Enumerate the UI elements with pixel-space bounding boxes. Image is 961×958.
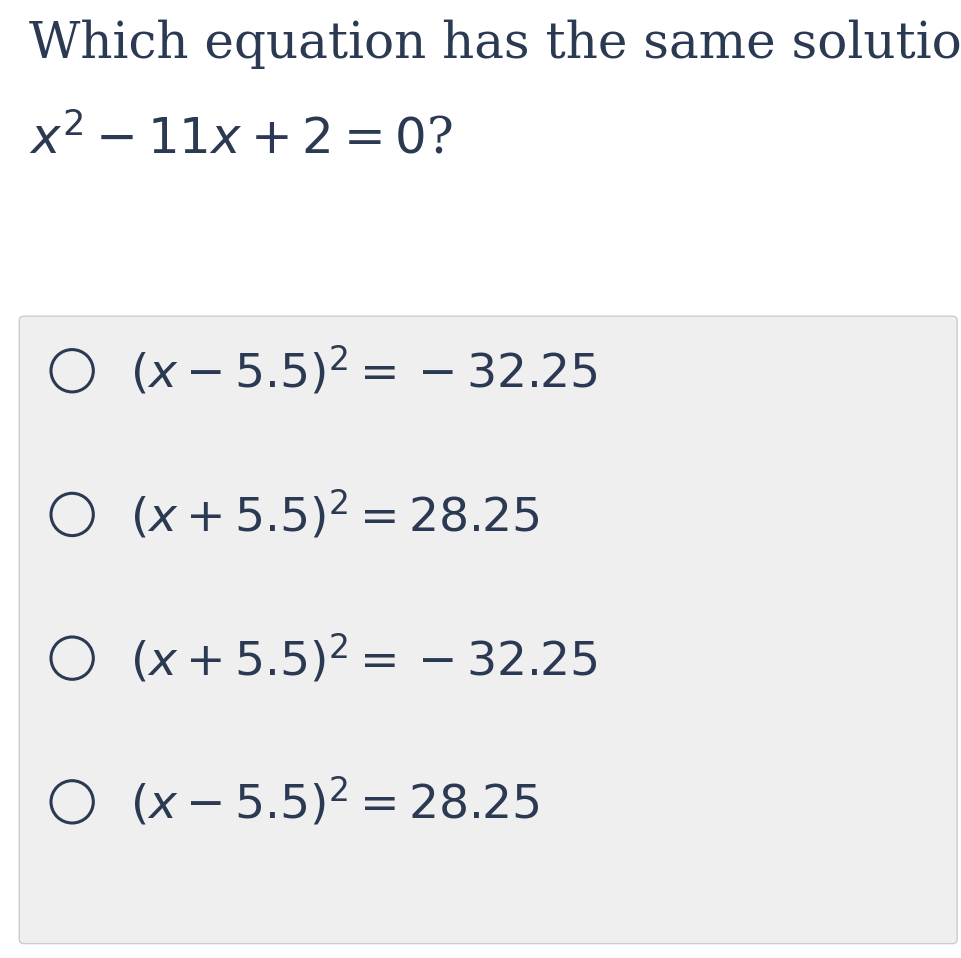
FancyBboxPatch shape <box>19 316 956 944</box>
Text: Which equation has the same solution as: Which equation has the same solution as <box>29 19 961 69</box>
Text: $(x + 5.5)^2 = -32.25$: $(x + 5.5)^2 = -32.25$ <box>130 631 597 685</box>
Text: $(x - 5.5)^2 = -32.25$: $(x - 5.5)^2 = -32.25$ <box>130 344 597 398</box>
Text: $x^2 - 11x + 2 = 0$?: $x^2 - 11x + 2 = 0$? <box>29 115 453 165</box>
Text: $(x + 5.5)^2 = 28.25$: $(x + 5.5)^2 = 28.25$ <box>130 488 538 541</box>
Text: $(x - 5.5)^2 = 28.25$: $(x - 5.5)^2 = 28.25$ <box>130 775 538 829</box>
